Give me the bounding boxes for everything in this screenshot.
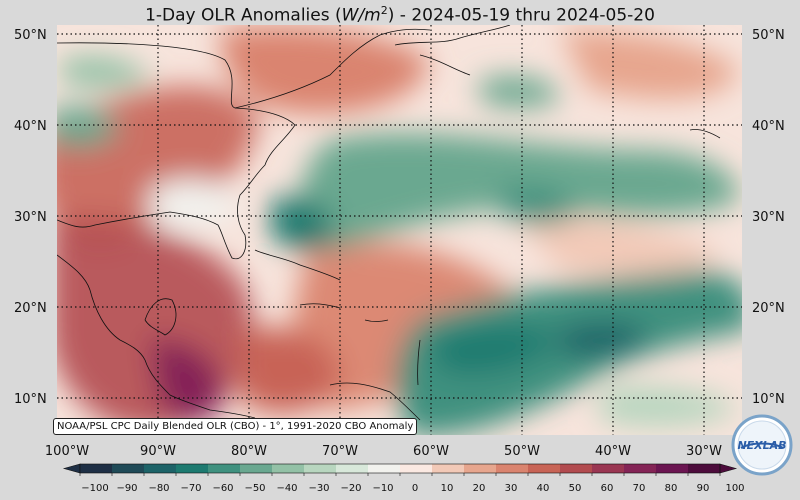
colorbar-swatch [400,464,433,473]
lat-label-right: 40°N [752,119,785,134]
colorbar-tick-label: 0 [412,483,418,494]
colorbar-tick-label: 80 [665,483,678,494]
colorbar-tick-label: −10 [372,483,393,494]
colorbar-tick-label: −40 [276,483,297,494]
lat-label-right: 20°N [752,301,785,316]
anomaly-field [57,25,742,435]
colorbar-tick-label: −20 [340,483,361,494]
lon-label: 100°W [45,444,89,459]
data-credit: NOAA/PSL CPC Daily Blended OLR (CBO) - 1… [53,418,418,435]
map-title: 1-Day OLR Anomalies (W/m2) - 2024-05-19 … [145,4,655,26]
colorbar-tick-label: −70 [180,483,201,494]
lat-label-left: 30°N [14,210,47,225]
lat-label-right: 30°N [752,210,785,225]
colorbar-swatch [336,464,369,473]
lat-label-right: 10°N [752,392,785,407]
colorbar-swatch [464,464,497,473]
colorbar-swatch [528,464,561,473]
lat-label-left: 10°N [14,392,47,407]
colorbar-swatch [112,464,145,473]
lon-label: 80°W [231,444,267,459]
colorbar-tick-label: 50 [569,483,582,494]
colorbar-tick-label: 100 [725,483,744,494]
colorbar-swatch [144,464,177,473]
colorbar-swatch [368,464,401,473]
lon-label: 50°W [504,444,540,459]
colorbar-swatch [688,464,721,473]
colorbar-tick-label: 60 [601,483,614,494]
lon-labels: 100°W 90°W 80°W 70°W 60°W 50°W 40°W 30°W [45,444,722,459]
colorbar-swatch [656,464,689,473]
lat-label-right: 50°N [752,28,785,43]
logo-text: NEXLAB [737,439,786,452]
colorbar-tick-label: 30 [505,483,518,494]
colorbar-tick-label: 40 [537,483,550,494]
lon-label: 30°W [686,444,722,459]
lat-labels-left: 50°N 40°N 30°N 20°N 10°N [14,28,47,407]
colorbar-swatch [272,464,305,473]
lat-label-left: 50°N [14,28,47,43]
colorbar-tick-label: 10 [441,483,454,494]
colorbar-min-arrow [62,463,81,474]
nexlab-logo: NEXLAB [731,414,793,476]
colorbar-tick-label: −30 [308,483,329,494]
colorbar-swatch [496,464,529,473]
colorbar: −100 −90 −80 −70 −60 −50 −40 −30 −20 −10 0 10 20 30 40… [62,463,745,494]
colorbar-swatch [176,464,209,473]
colorbar-tick-label: −60 [212,483,233,494]
colorbar-tick-label: −100 [81,483,108,494]
colorbar-tick-label: −80 [148,483,169,494]
lon-label: 90°W [140,444,176,459]
lon-label: 70°W [322,444,358,459]
colorbar-swatch [240,464,273,473]
colorbar-swatch [208,464,241,473]
lat-label-left: 40°N [14,119,47,134]
colorbar-swatch [592,464,625,473]
lat-labels-right: 50°N 40°N 30°N 20°N 10°N [752,28,785,407]
colorbar-tick-label: 90 [697,483,710,494]
colorbar-swatch [432,464,465,473]
colorbar-swatch [80,464,113,473]
lon-label: 40°W [595,444,631,459]
lon-label: 60°W [413,444,449,459]
colorbar-tick-label: 70 [633,483,646,494]
coastlines [57,25,721,421]
colorbar-swatch [560,464,593,473]
graticule [57,25,742,435]
colorbar-swatch [304,464,337,473]
colorbar-tick-label: −50 [244,483,265,494]
colorbar-tick-label: −90 [116,483,137,494]
colorbar-swatch [624,464,657,473]
colorbar-tick-label: 20 [473,483,486,494]
lat-label-left: 20°N [14,301,47,316]
